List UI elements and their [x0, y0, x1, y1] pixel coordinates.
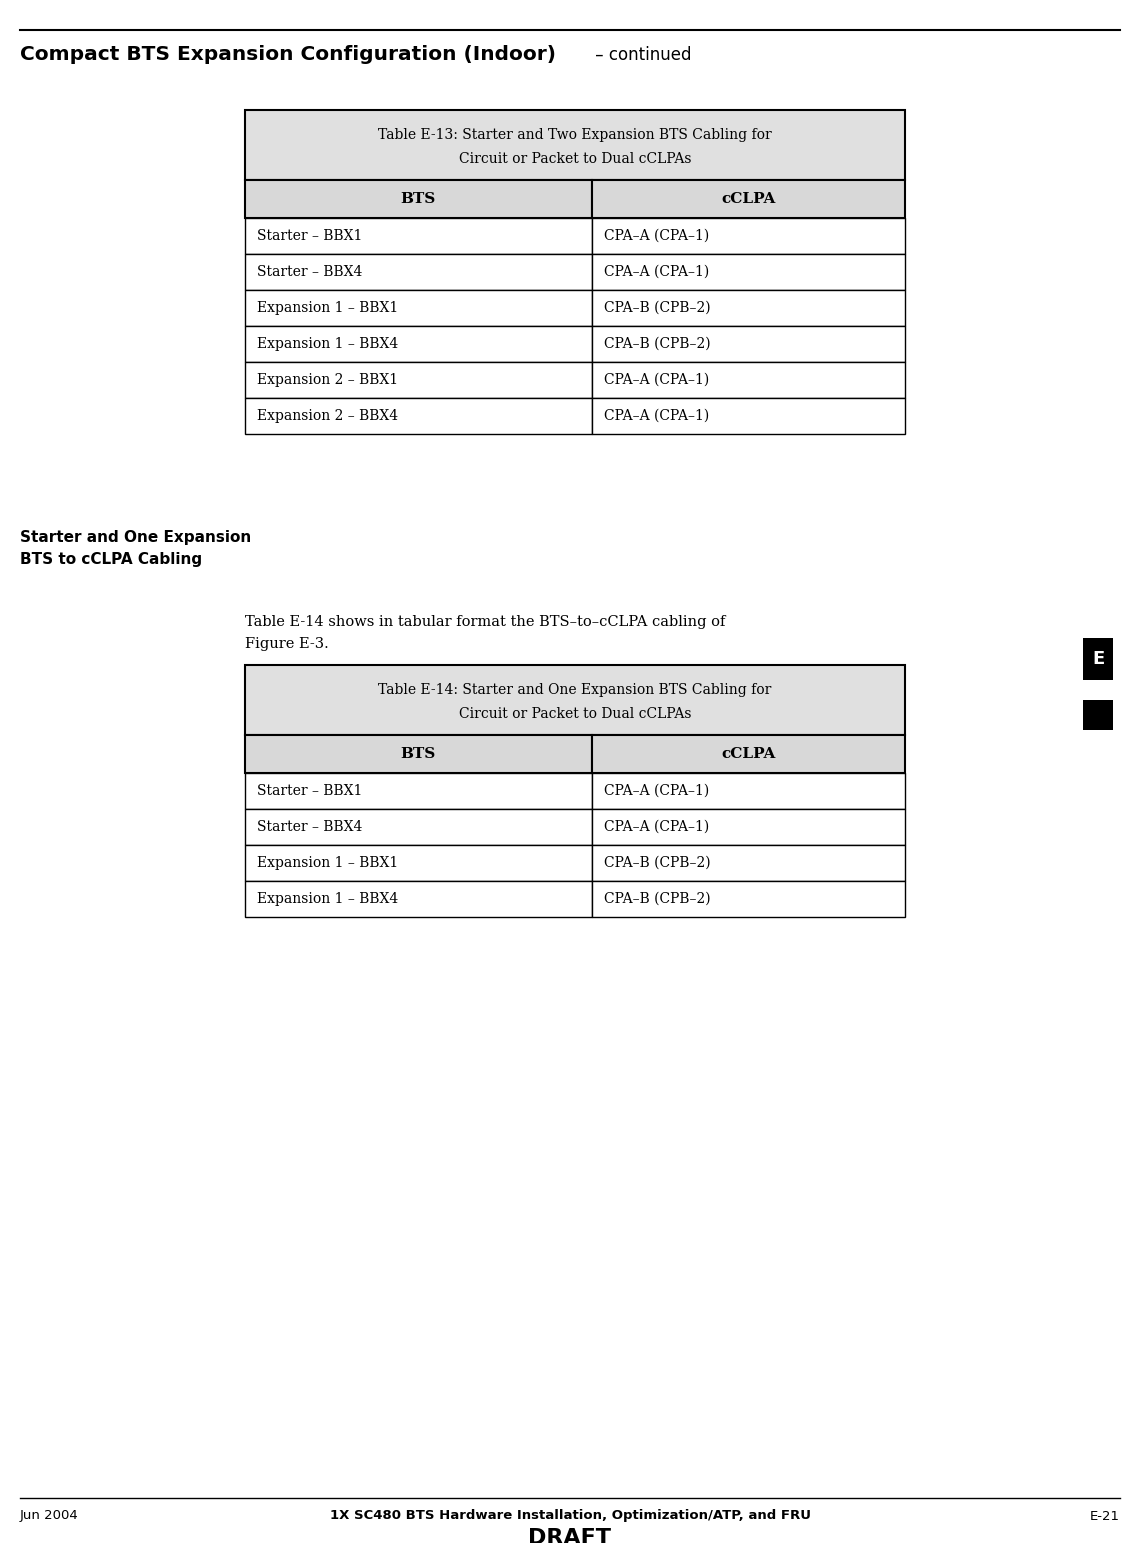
Bar	[245, 734, 592, 773]
Text: Starter – BBX1: Starter – BBX1	[256, 784, 363, 798]
Bar	[592, 218, 905, 255]
Text: Starter – BBX4: Starter – BBX4	[256, 819, 363, 835]
Text: CPA–A (CPA–1): CPA–A (CPA–1)	[603, 819, 709, 835]
Bar	[592, 809, 905, 846]
Text: E: E	[1092, 650, 1105, 668]
Bar	[592, 181, 905, 218]
Text: Compact BTS Expansion Configuration (Indoor): Compact BTS Expansion Configuration (Ind…	[21, 45, 556, 65]
Bar	[592, 326, 905, 363]
Text: Starter and One Expansion: Starter and One Expansion	[21, 529, 251, 545]
Text: cCLPA: cCLPA	[722, 747, 775, 761]
Bar	[1083, 637, 1113, 680]
Text: Circuit or Packet to Dual cCLPAs: Circuit or Packet to Dual cCLPAs	[458, 707, 691, 721]
Bar	[245, 881, 592, 917]
Text: CPA–B (CPB–2): CPA–B (CPB–2)	[603, 856, 710, 870]
Bar	[1083, 701, 1113, 730]
Text: CPA–A (CPA–1): CPA–A (CPA–1)	[603, 228, 709, 242]
Text: Expansion 1 – BBX1: Expansion 1 – BBX1	[256, 301, 398, 315]
Text: Expansion 2 – BBX4: Expansion 2 – BBX4	[256, 409, 398, 423]
Bar	[592, 846, 905, 881]
Bar	[245, 398, 592, 434]
Bar	[592, 734, 905, 773]
Bar	[592, 881, 905, 917]
Bar	[245, 218, 592, 255]
Text: CPA–B (CPB–2): CPA–B (CPB–2)	[603, 301, 710, 315]
Text: Expansion 1 – BBX4: Expansion 1 – BBX4	[256, 336, 398, 350]
Text: Jun 2004: Jun 2004	[21, 1509, 79, 1523]
Text: CPA–A (CPA–1): CPA–A (CPA–1)	[603, 409, 709, 423]
Bar	[592, 255, 905, 290]
Bar	[245, 255, 592, 290]
Bar	[245, 290, 592, 326]
Text: E-21: E-21	[1090, 1509, 1119, 1523]
Text: Table E-14: Starter and One Expansion BTS Cabling for: Table E-14: Starter and One Expansion BT…	[378, 684, 772, 697]
Text: Expansion 1 – BBX1: Expansion 1 – BBX1	[256, 856, 398, 870]
Text: CPA–B (CPB–2): CPA–B (CPB–2)	[603, 892, 710, 906]
Text: BTS: BTS	[400, 191, 435, 207]
Bar	[592, 773, 905, 809]
Bar	[592, 363, 905, 398]
Bar	[245, 773, 592, 809]
Bar	[592, 290, 905, 326]
Text: DRAFT: DRAFT	[529, 1528, 611, 1543]
Bar	[245, 809, 592, 846]
Text: BTS: BTS	[400, 747, 435, 761]
Text: 1X SC480 BTS Hardware Installation, Optimization/ATP, and FRU: 1X SC480 BTS Hardware Installation, Opti…	[329, 1509, 811, 1523]
Text: Circuit or Packet to Dual cCLPAs: Circuit or Packet to Dual cCLPAs	[458, 153, 691, 167]
Text: Expansion 1 – BBX4: Expansion 1 – BBX4	[256, 892, 398, 906]
Bar	[245, 846, 592, 881]
Text: Table E-14 shows in tabular format the BTS–to–cCLPA cabling of: Table E-14 shows in tabular format the B…	[245, 616, 725, 630]
Text: Expansion 2 – BBX1: Expansion 2 – BBX1	[256, 373, 398, 387]
Text: Starter – BBX1: Starter – BBX1	[256, 228, 363, 242]
Bar	[245, 110, 905, 181]
Text: CPA–A (CPA–1): CPA–A (CPA–1)	[603, 784, 709, 798]
Bar	[245, 363, 592, 398]
Text: CPA–B (CPB–2): CPA–B (CPB–2)	[603, 336, 710, 350]
Text: Starter – BBX4: Starter – BBX4	[256, 265, 363, 279]
Bar	[592, 398, 905, 434]
Text: Table E-13: Starter and Two Expansion BTS Cabling for: Table E-13: Starter and Two Expansion BT…	[378, 128, 772, 142]
Text: Figure E-3.: Figure E-3.	[245, 637, 328, 651]
Text: BTS to cCLPA Cabling: BTS to cCLPA Cabling	[21, 552, 202, 566]
Bar	[245, 665, 905, 734]
Text: CPA–A (CPA–1): CPA–A (CPA–1)	[603, 373, 709, 387]
Bar	[245, 326, 592, 363]
Text: CPA–A (CPA–1): CPA–A (CPA–1)	[603, 265, 709, 279]
Text: cCLPA: cCLPA	[722, 191, 775, 207]
Bar	[245, 181, 592, 218]
Text: – continued: – continued	[591, 46, 692, 63]
